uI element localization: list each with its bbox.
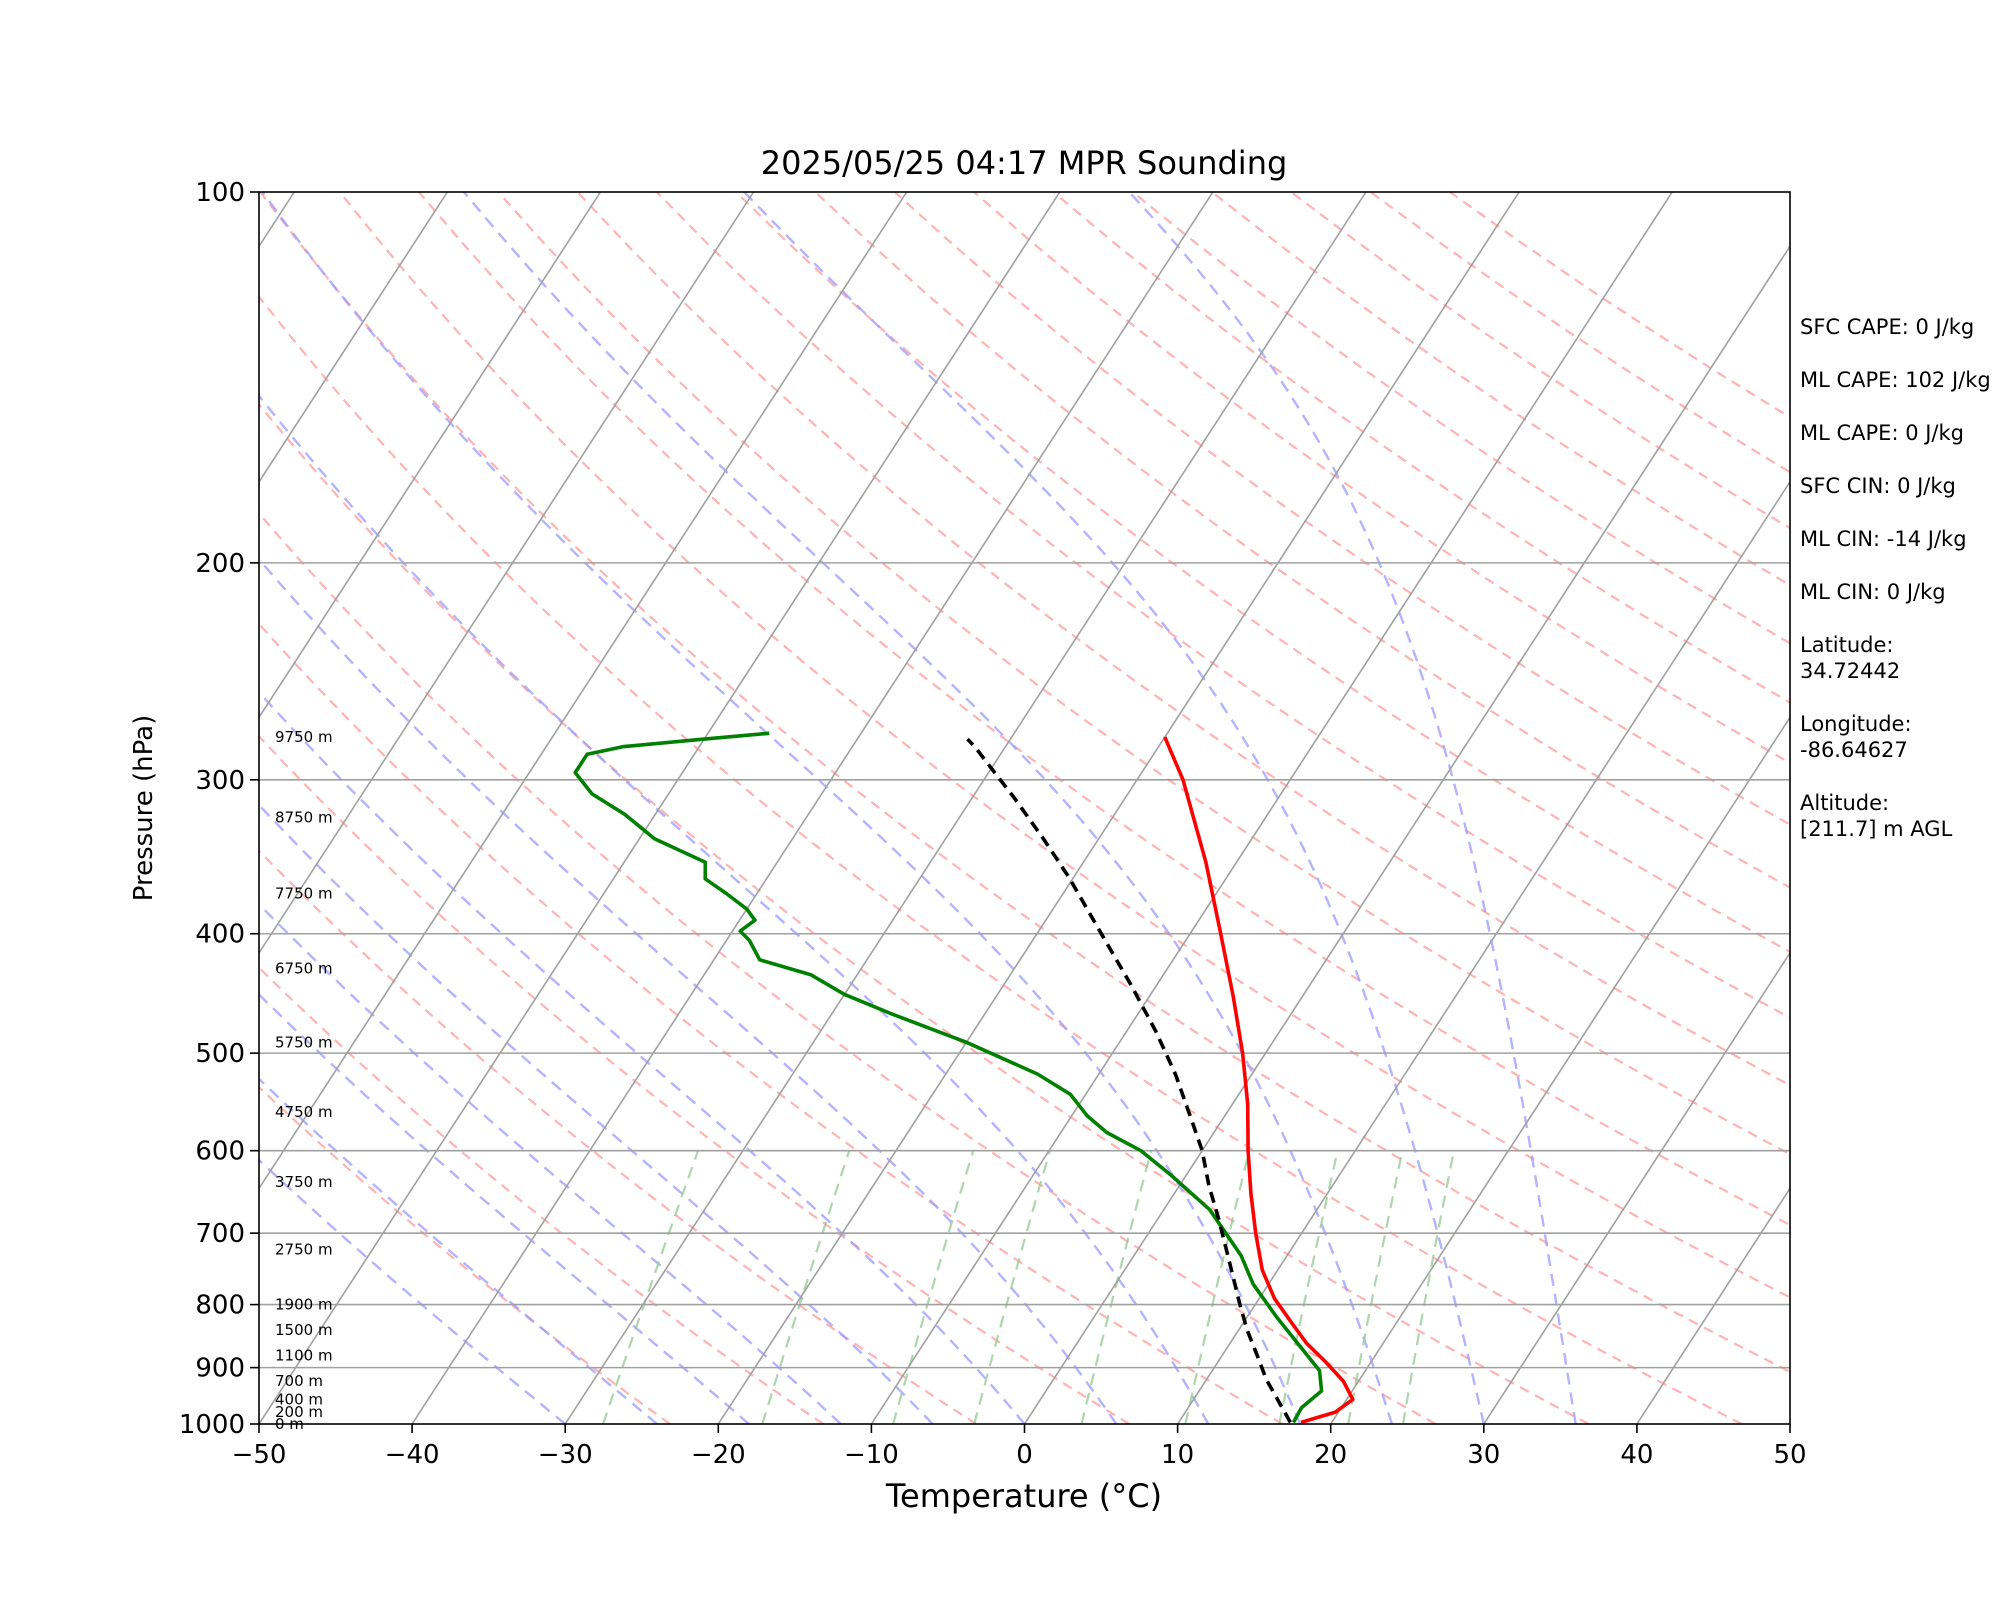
temperature-trace — [1163, 736, 1355, 1424]
y-axis-label: Pressure (hPa) — [129, 715, 159, 902]
moist-adiabat-line — [259, 902, 842, 1424]
height-label: 200 m — [275, 1403, 323, 1421]
y-tick-label: 100 — [195, 178, 245, 208]
stat-latitude: Latitude: 34.72442 — [1800, 633, 1901, 683]
x-tick-label: −50 — [232, 1440, 287, 1470]
stat-sfc-cin: SFC CIN: 0 J/kg — [1800, 474, 1956, 498]
moist-adiabat-line — [261, 192, 1302, 1424]
x-tick-label: 20 — [1314, 1440, 1347, 1470]
isotherm-line — [259, 192, 449, 484]
dry-adiabat-line — [338, 192, 1790, 1299]
y-tick-label: 200 — [195, 549, 245, 579]
x-tick-label: −30 — [538, 1440, 593, 1470]
dry-adiabat-line — [893, 192, 1790, 826]
dry-adiabat-line — [259, 192, 1790, 1374]
stat-ml-cin-2: ML CIN: 0 J/kg — [1800, 580, 1946, 604]
isotherm-line — [717, 192, 1520, 1424]
stat-altitude: Altitude: [211.7] m AGL — [1800, 791, 1953, 841]
height-label: 4750 m — [275, 1103, 333, 1121]
background-lines — [259, 192, 1790, 1424]
height-label: 0 m — [275, 1415, 304, 1433]
height-label: 1100 m — [275, 1347, 333, 1365]
parcel-trace — [966, 737, 1292, 1424]
height-label: 700 m — [275, 1372, 323, 1390]
isotherm-line — [1023, 244, 1790, 1424]
height-label: 1900 m — [275, 1296, 333, 1314]
dry-adiabat-line — [259, 295, 1743, 1424]
dry-adiabat-line — [973, 192, 1790, 765]
dewpoint-trace — [573, 731, 1324, 1424]
moist-adiabat-line — [462, 192, 1394, 1424]
isotherm-line — [259, 192, 908, 1190]
moist-adiabat-line — [259, 557, 1118, 1424]
stat-longitude: Longitude: -86.64627 — [1800, 712, 1912, 762]
moist-adiabat-line — [259, 394, 1210, 1424]
dry-adiabat-line — [497, 192, 1790, 1156]
height-label: 6750 m — [275, 960, 333, 978]
x-axis: −50 −40 −30 −20 −10 0 10 20 30 40 50 — [232, 1424, 1807, 1470]
isotherm-line — [259, 192, 1061, 1424]
moist-adiabat-line — [743, 192, 1485, 1424]
dry-adiabat-line — [735, 192, 1790, 954]
height-label: 400 m — [275, 1390, 323, 1408]
isotherm-line — [564, 192, 1367, 1424]
dry-adiabat-line — [259, 1085, 671, 1424]
y-tick-label: 800 — [195, 1291, 245, 1321]
x-axis-label: Temperature (°C) — [885, 1477, 1162, 1515]
series-layer — [573, 731, 1355, 1424]
y-tick-label: 500 — [195, 1039, 245, 1069]
x-tick-label: −20 — [691, 1440, 746, 1470]
height-label: 8750 m — [275, 809, 333, 827]
y-axis: 100 200 300 400 500 600 700 800 900 1000 — [179, 178, 259, 1440]
x-tick-label: 40 — [1620, 1440, 1653, 1470]
x-tick-label: −40 — [385, 1440, 440, 1470]
x-tick-label: −10 — [844, 1440, 899, 1470]
height-label: 9750 m — [275, 728, 333, 746]
y-tick-label: 900 — [195, 1354, 245, 1384]
height-label: 7750 m — [275, 884, 333, 902]
dry-adiabat-line — [656, 192, 1790, 1020]
height-label: 5750 m — [275, 1033, 333, 1051]
isotherm-line — [1330, 715, 1790, 1424]
isotherm-line — [259, 192, 602, 719]
isotherm-line — [259, 192, 755, 955]
stat-ml-cape-2: ML CAPE: 0 J/kg — [1800, 421, 1965, 445]
stat-ml-cape: ML CAPE: 102 J/kg — [1800, 368, 1991, 392]
stat-ml-cin: ML CIN: -14 J/kg — [1800, 527, 1967, 551]
moist-adiabat-line — [259, 803, 934, 1424]
moist-adiabat-line — [259, 1077, 658, 1424]
isotherm-line — [1483, 951, 1790, 1424]
y-tick-label: 400 — [195, 920, 245, 950]
y-tick-label: 600 — [195, 1137, 245, 1167]
moist-adiabat-line — [1128, 192, 1577, 1424]
x-tick-label: 50 — [1773, 1440, 1806, 1470]
dry-adiabat-line — [259, 511, 1437, 1424]
height-label: 1500 m — [275, 1321, 333, 1339]
sounding-stats-panel: SFC CAPE: 0 J/kg ML CAPE: 102 J/kg ML CA… — [1800, 314, 1996, 869]
isotherm-line — [1176, 480, 1790, 1424]
isotherm-line — [1636, 1186, 1790, 1424]
height-label: 3750 m — [275, 1173, 333, 1191]
stat-sfc-cape: SFC CAPE: 0 J/kg — [1800, 315, 1975, 339]
dry-adiabat-line — [259, 622, 1284, 1424]
isotherm-line — [411, 192, 1214, 1424]
x-tick-label: 30 — [1467, 1440, 1500, 1470]
isotherm-line — [870, 192, 1673, 1424]
y-tick-label: 700 — [195, 1219, 245, 1249]
x-tick-label: 0 — [1016, 1440, 1033, 1470]
dry-adiabat-line — [259, 734, 1130, 1424]
height-label: 2750 m — [275, 1241, 333, 1259]
x-tick-label: 10 — [1161, 1440, 1194, 1470]
chart-title: 2025/05/25 04:17 MPR Sounding — [761, 144, 1288, 182]
y-tick-label: 300 — [195, 766, 245, 796]
y-tick-label: 1000 — [179, 1410, 245, 1440]
